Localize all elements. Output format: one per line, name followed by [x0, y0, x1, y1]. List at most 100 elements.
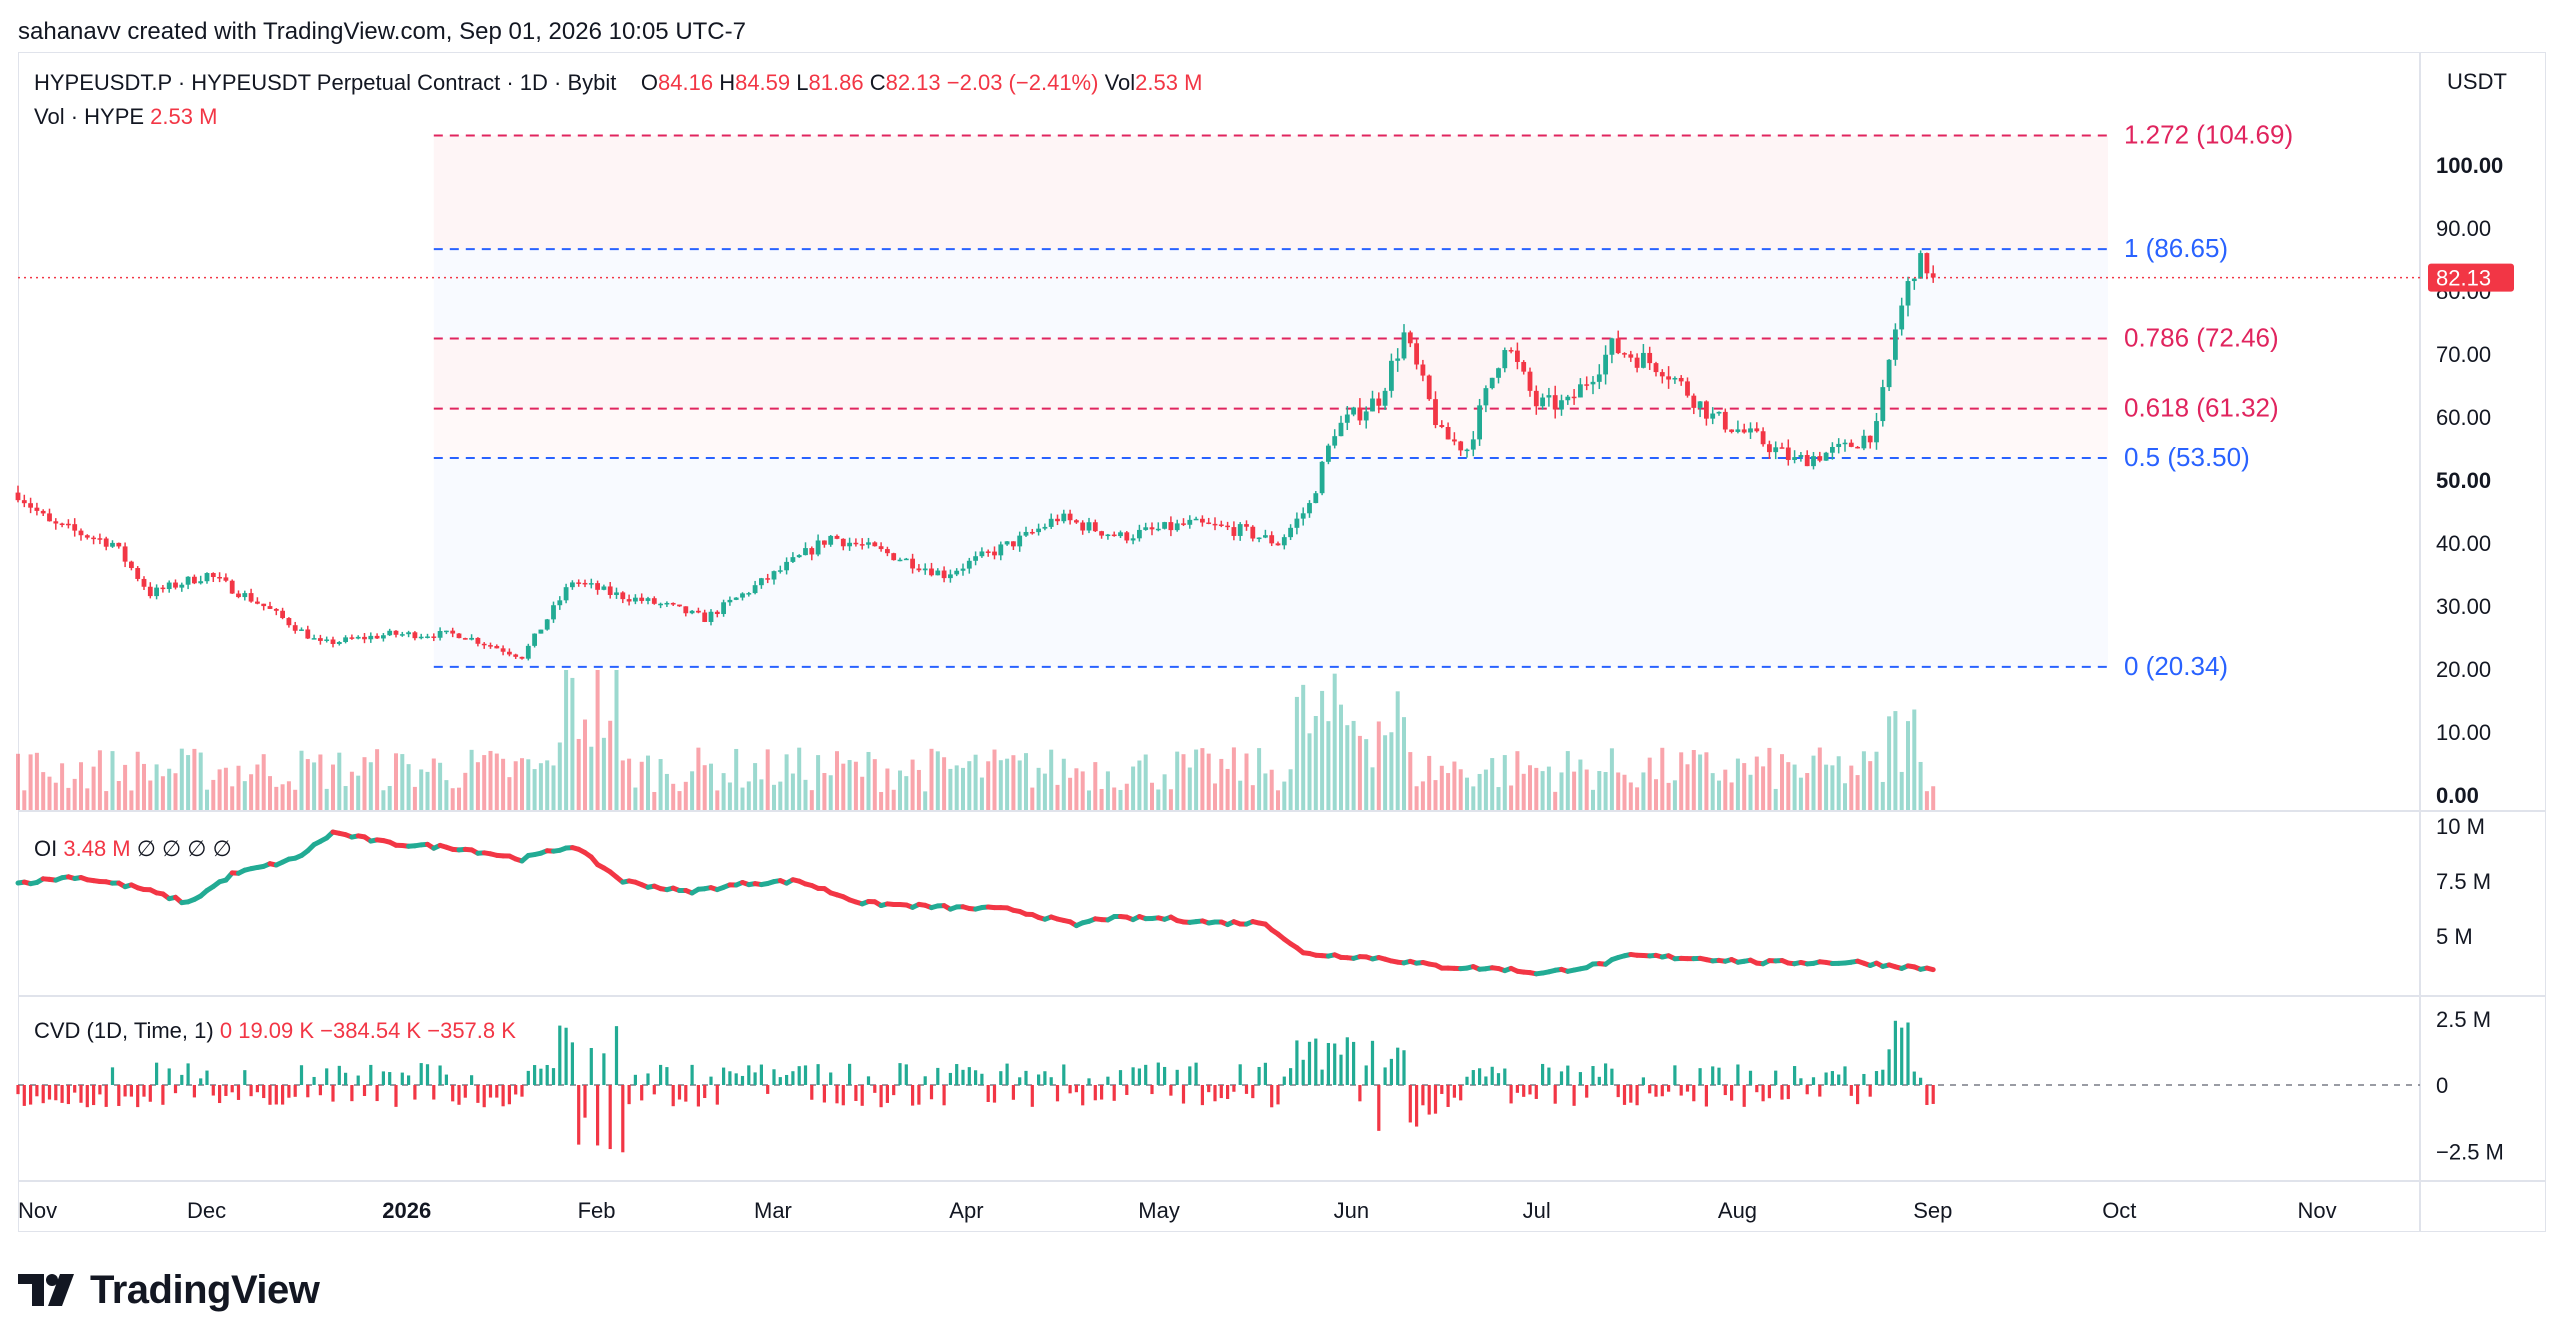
- volume-bar: [1093, 762, 1098, 810]
- cvd-bar: [1062, 1064, 1066, 1085]
- cvd-bar: [1478, 1068, 1482, 1085]
- cvd-bar: [766, 1085, 770, 1094]
- cvd-bar: [35, 1085, 39, 1097]
- candle-body: [343, 637, 348, 643]
- cvd-bar: [1339, 1054, 1343, 1085]
- cvd-bar: [66, 1085, 70, 1105]
- volume-bar: [627, 758, 632, 810]
- volume-bar: [1540, 771, 1545, 810]
- currency-unit-button[interactable]: USDT: [2447, 69, 2507, 94]
- cvd-bar: [1364, 1065, 1368, 1085]
- candle-body: [1137, 529, 1142, 539]
- cvd-bar: [1912, 1071, 1916, 1085]
- candle-body: [368, 635, 374, 640]
- volume-bar: [1194, 749, 1199, 810]
- candle-body: [1105, 534, 1111, 537]
- volume-bar: [1786, 762, 1791, 810]
- tradingview-logo[interactable]: TradingView: [18, 1260, 320, 1320]
- candle-body: [1552, 395, 1558, 410]
- volume-bar: [1483, 769, 1488, 810]
- candle-body: [286, 618, 292, 626]
- volume-bar: [1446, 773, 1451, 810]
- cvd-bar: [1295, 1040, 1299, 1085]
- volume-bar: [1578, 759, 1583, 810]
- candle-body: [1861, 435, 1867, 449]
- candle-body: [1848, 442, 1854, 447]
- volume-bar: [690, 771, 695, 810]
- cvd-bar: [205, 1070, 209, 1085]
- candle-body: [1691, 395, 1697, 408]
- candle-body: [1641, 352, 1646, 368]
- volume-bar: [110, 751, 115, 810]
- ohlc-legend: HYPEUSDT.P · HYPEUSDT Perpetual Contract…: [34, 70, 1202, 96]
- cvd-bar: [1490, 1066, 1494, 1085]
- volume-bar: [331, 764, 335, 810]
- candle-body: [696, 610, 701, 613]
- volume-bar: [1817, 747, 1822, 810]
- cvd-bar: [1553, 1085, 1557, 1104]
- volume-bar: [457, 787, 461, 810]
- cvd-bar: [1257, 1066, 1261, 1085]
- candle-body: [412, 632, 418, 639]
- cvd-bar: [514, 1085, 518, 1095]
- candle-body: [1672, 377, 1678, 380]
- volume-bar: [1761, 766, 1766, 810]
- candle-body: [1830, 447, 1835, 453]
- volume-bar: [179, 748, 184, 810]
- cvd-bar: [1169, 1085, 1173, 1096]
- cvd-bar: [1024, 1070, 1028, 1085]
- volume-bar: [217, 769, 222, 810]
- fib-level-label: 0.5 (53.50): [2124, 442, 2250, 472]
- cvd-value-2: 19.09 K: [238, 1018, 315, 1043]
- candle-body: [1313, 493, 1319, 504]
- volume-bar: [1616, 772, 1621, 810]
- cvd-bar: [1837, 1074, 1841, 1085]
- candle-body: [1174, 523, 1180, 531]
- cvd-bar: [1276, 1085, 1280, 1105]
- cvd-bar: [1900, 1027, 1904, 1085]
- candle-body: [1779, 447, 1785, 449]
- cvd-bar: [249, 1085, 253, 1097]
- cvd-bar: [848, 1063, 852, 1085]
- candle-body: [47, 513, 52, 522]
- fib-zone: [434, 249, 2108, 338]
- cvd-bar: [1673, 1065, 1677, 1085]
- candle-body: [1880, 387, 1886, 422]
- volume-bar: [614, 670, 619, 810]
- fib-zone: [434, 409, 2108, 458]
- volume-bar: [198, 752, 203, 810]
- cvd-bar: [747, 1065, 751, 1085]
- volume-bar: [362, 757, 367, 810]
- cvd-bar: [470, 1075, 474, 1085]
- volume-bar: [1282, 781, 1287, 810]
- candle-body: [1281, 537, 1287, 546]
- volume-bar: [1698, 754, 1703, 810]
- volume-bar: [1326, 721, 1331, 810]
- volume-bar: [853, 761, 858, 810]
- volume-bar: [1087, 790, 1091, 810]
- candle-body: [1704, 401, 1709, 419]
- oi-legend: OI 3.48 M ∅ ∅ ∅ ∅: [34, 836, 232, 862]
- cvd-bar: [690, 1064, 694, 1085]
- volume-bar: [1257, 748, 1262, 810]
- candle-body: [1307, 503, 1312, 514]
- candle-body: [828, 535, 834, 545]
- volume-bar: [1565, 751, 1570, 810]
- cvd-bar: [432, 1085, 436, 1100]
- candle-body: [595, 583, 600, 590]
- volume-bar: [809, 790, 814, 810]
- cvd-bar: [1074, 1085, 1078, 1093]
- cvd-bar: [388, 1072, 392, 1085]
- cvd-bar: [400, 1072, 404, 1085]
- cvd-bar: [1433, 1085, 1438, 1114]
- volume-bar: [948, 768, 953, 810]
- cvd-bar: [1377, 1085, 1381, 1131]
- chart-canvas[interactable]: 1.272 (104.69) 1 (86.65) 0.786 (72.46) 0.61…: [0, 0, 2560, 1260]
- candle-body: [374, 635, 380, 639]
- price-axis-tick: 70.00: [2436, 342, 2491, 367]
- cvd-bar: [558, 1025, 562, 1085]
- candle-body: [1017, 535, 1023, 547]
- cvd-bar: [703, 1085, 707, 1099]
- volume-bar: [53, 782, 58, 810]
- cvd-bar: [438, 1065, 442, 1085]
